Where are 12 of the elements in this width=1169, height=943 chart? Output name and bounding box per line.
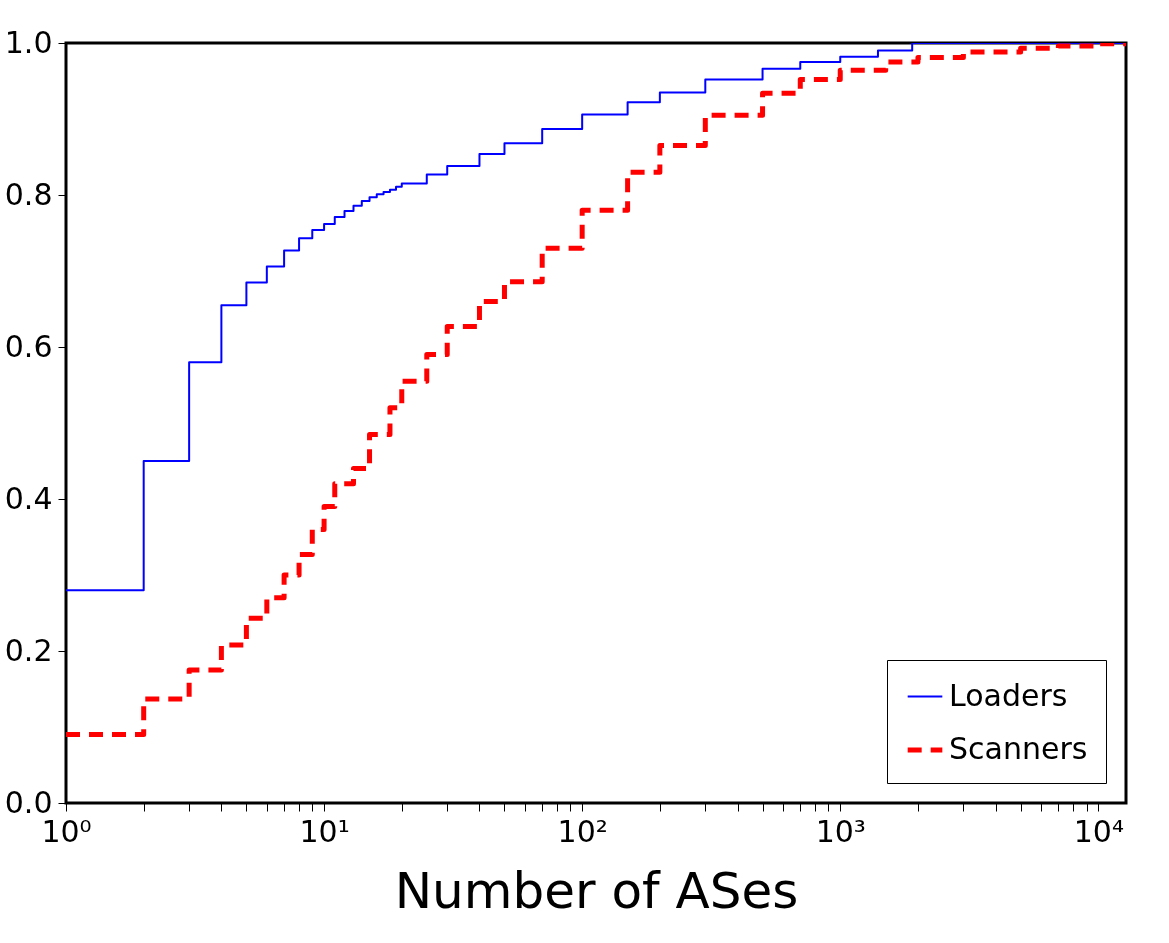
y-tick-label: 0.8 — [4, 176, 53, 212]
y-tick-label: 0.2 — [4, 632, 53, 668]
x-tick-label: 10² — [557, 813, 608, 849]
legend-label: Scanners — [949, 731, 1088, 766]
y-tick-label: 0.6 — [4, 328, 53, 364]
x-tick-label: 10⁴ — [1073, 813, 1124, 849]
y-tick-label: 1.0 — [4, 24, 53, 60]
legend-label: Loaders — [949, 677, 1068, 713]
x-tick-label: 10¹ — [299, 813, 350, 849]
y-tick-label: 0.4 — [4, 480, 53, 516]
x-tick-label: 10³ — [815, 813, 866, 849]
x-axis-title: Number of ASes — [394, 861, 799, 920]
